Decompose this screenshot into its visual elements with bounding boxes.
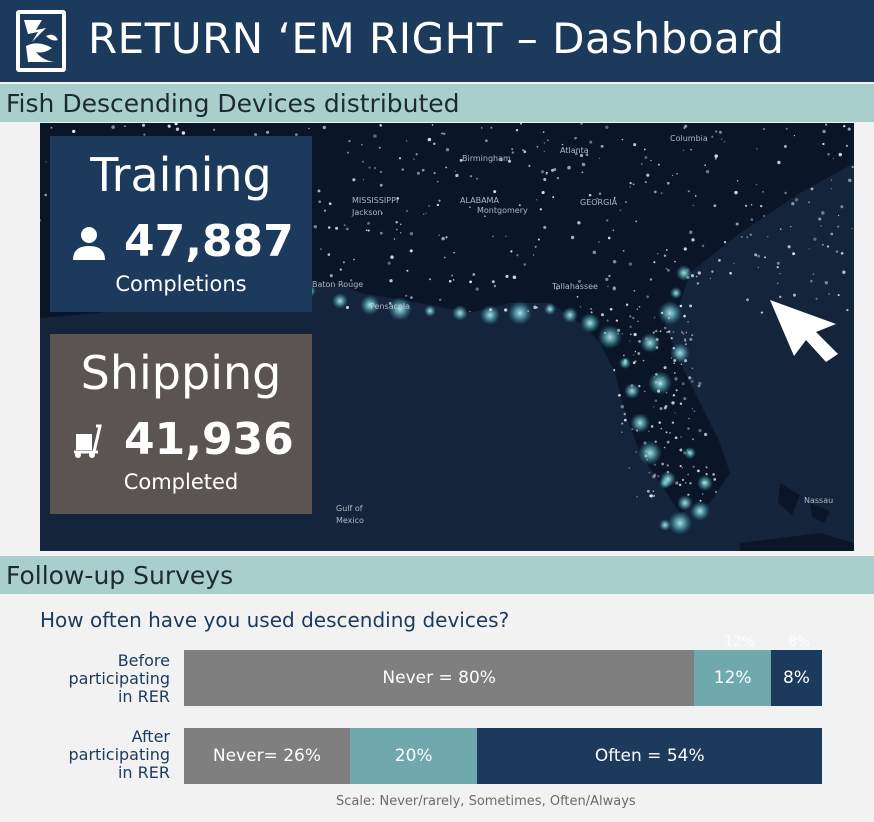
section-header-surveys: Follow-up Surveys — [0, 556, 874, 594]
after-stacked-bar: Never= 26% 20% Often = 54% — [184, 728, 822, 784]
before-ghost-label-12: 12% — [724, 634, 756, 650]
cursor-arrow-icon — [764, 296, 844, 366]
before-segment-1: Never = 80% — [184, 650, 695, 706]
training-count: 47,887 — [124, 216, 294, 267]
map-label-jackson: Jackson — [351, 208, 382, 217]
shipping-card: Shipping 41,936 Completed — [50, 334, 312, 514]
before-label-line-1: Before — [117, 651, 170, 670]
person-icon — [70, 224, 108, 262]
map-label-georgia: GEORGIA — [580, 198, 618, 207]
after-label-line-3: in RER — [117, 763, 170, 782]
map-label-baton-rouge: Baton Rouge — [312, 280, 363, 289]
before-label-line-2: participating — [68, 669, 170, 688]
section-title-surveys: Follow-up Surveys — [6, 561, 234, 590]
shipping-title: Shipping — [80, 346, 282, 400]
before-ghost-label-8: 8% — [788, 634, 811, 650]
after-segment-1: Never= 26% — [184, 728, 350, 784]
map-label-mexico: Mexico — [336, 516, 364, 525]
map-label-atlanta: Atlanta — [560, 146, 589, 155]
after-segment-3: Often = 54% — [477, 728, 822, 784]
before-segment-2: 12% — [694, 650, 771, 706]
map-label-birmingham: Birmingham — [462, 154, 511, 163]
before-label-line-3: in RER — [117, 687, 170, 706]
header-bar: RETURN ‘EM RIGHT – Dashboard — [0, 0, 874, 82]
before-segment-3: 8% — [770, 650, 822, 706]
training-title: Training — [90, 148, 272, 202]
after-row-label: After participating in RER — [34, 728, 170, 782]
fish-logo-icon — [16, 10, 66, 72]
map-label-tallahassee: Tallahassee — [551, 282, 598, 291]
shipping-count: 41,936 — [124, 414, 294, 465]
map-label-mississippi: MISSISSIPPI — [352, 196, 398, 205]
before-row-label: Before participating in RER — [34, 652, 170, 706]
hand-truck-icon — [70, 422, 108, 460]
map-label-columbia: Columbia — [670, 134, 708, 143]
map-label-montgomery: Montgomery — [477, 206, 528, 215]
map-label-pensacola: Pensacola — [370, 302, 410, 311]
after-label-line-2: participating — [68, 745, 170, 764]
after-label-line-1: After — [131, 727, 170, 746]
training-caption: Completions — [115, 272, 247, 296]
shipping-caption: Completed — [123, 470, 239, 494]
map-label-nassau: Nassau — [804, 496, 833, 505]
section-header-devices: Fish Descending Devices distributed — [0, 84, 874, 122]
scale-note: Scale: Never/rarely, Sometimes, Often/Al… — [336, 794, 636, 809]
training-card: Training 47,887 Completions — [50, 136, 312, 312]
map-label-alabama: ALABAMA — [460, 196, 499, 205]
map-label-gulf: Gulf of — [336, 504, 363, 513]
before-stacked-bar: Never = 80% 12% 8% — [184, 650, 822, 706]
app-title: RETURN ‘EM RIGHT – Dashboard — [88, 14, 785, 63]
section-title-devices: Fish Descending Devices distributed — [6, 89, 460, 118]
after-segment-2: 20% — [349, 728, 478, 784]
survey-question: How often have you used descending devic… — [40, 608, 510, 632]
